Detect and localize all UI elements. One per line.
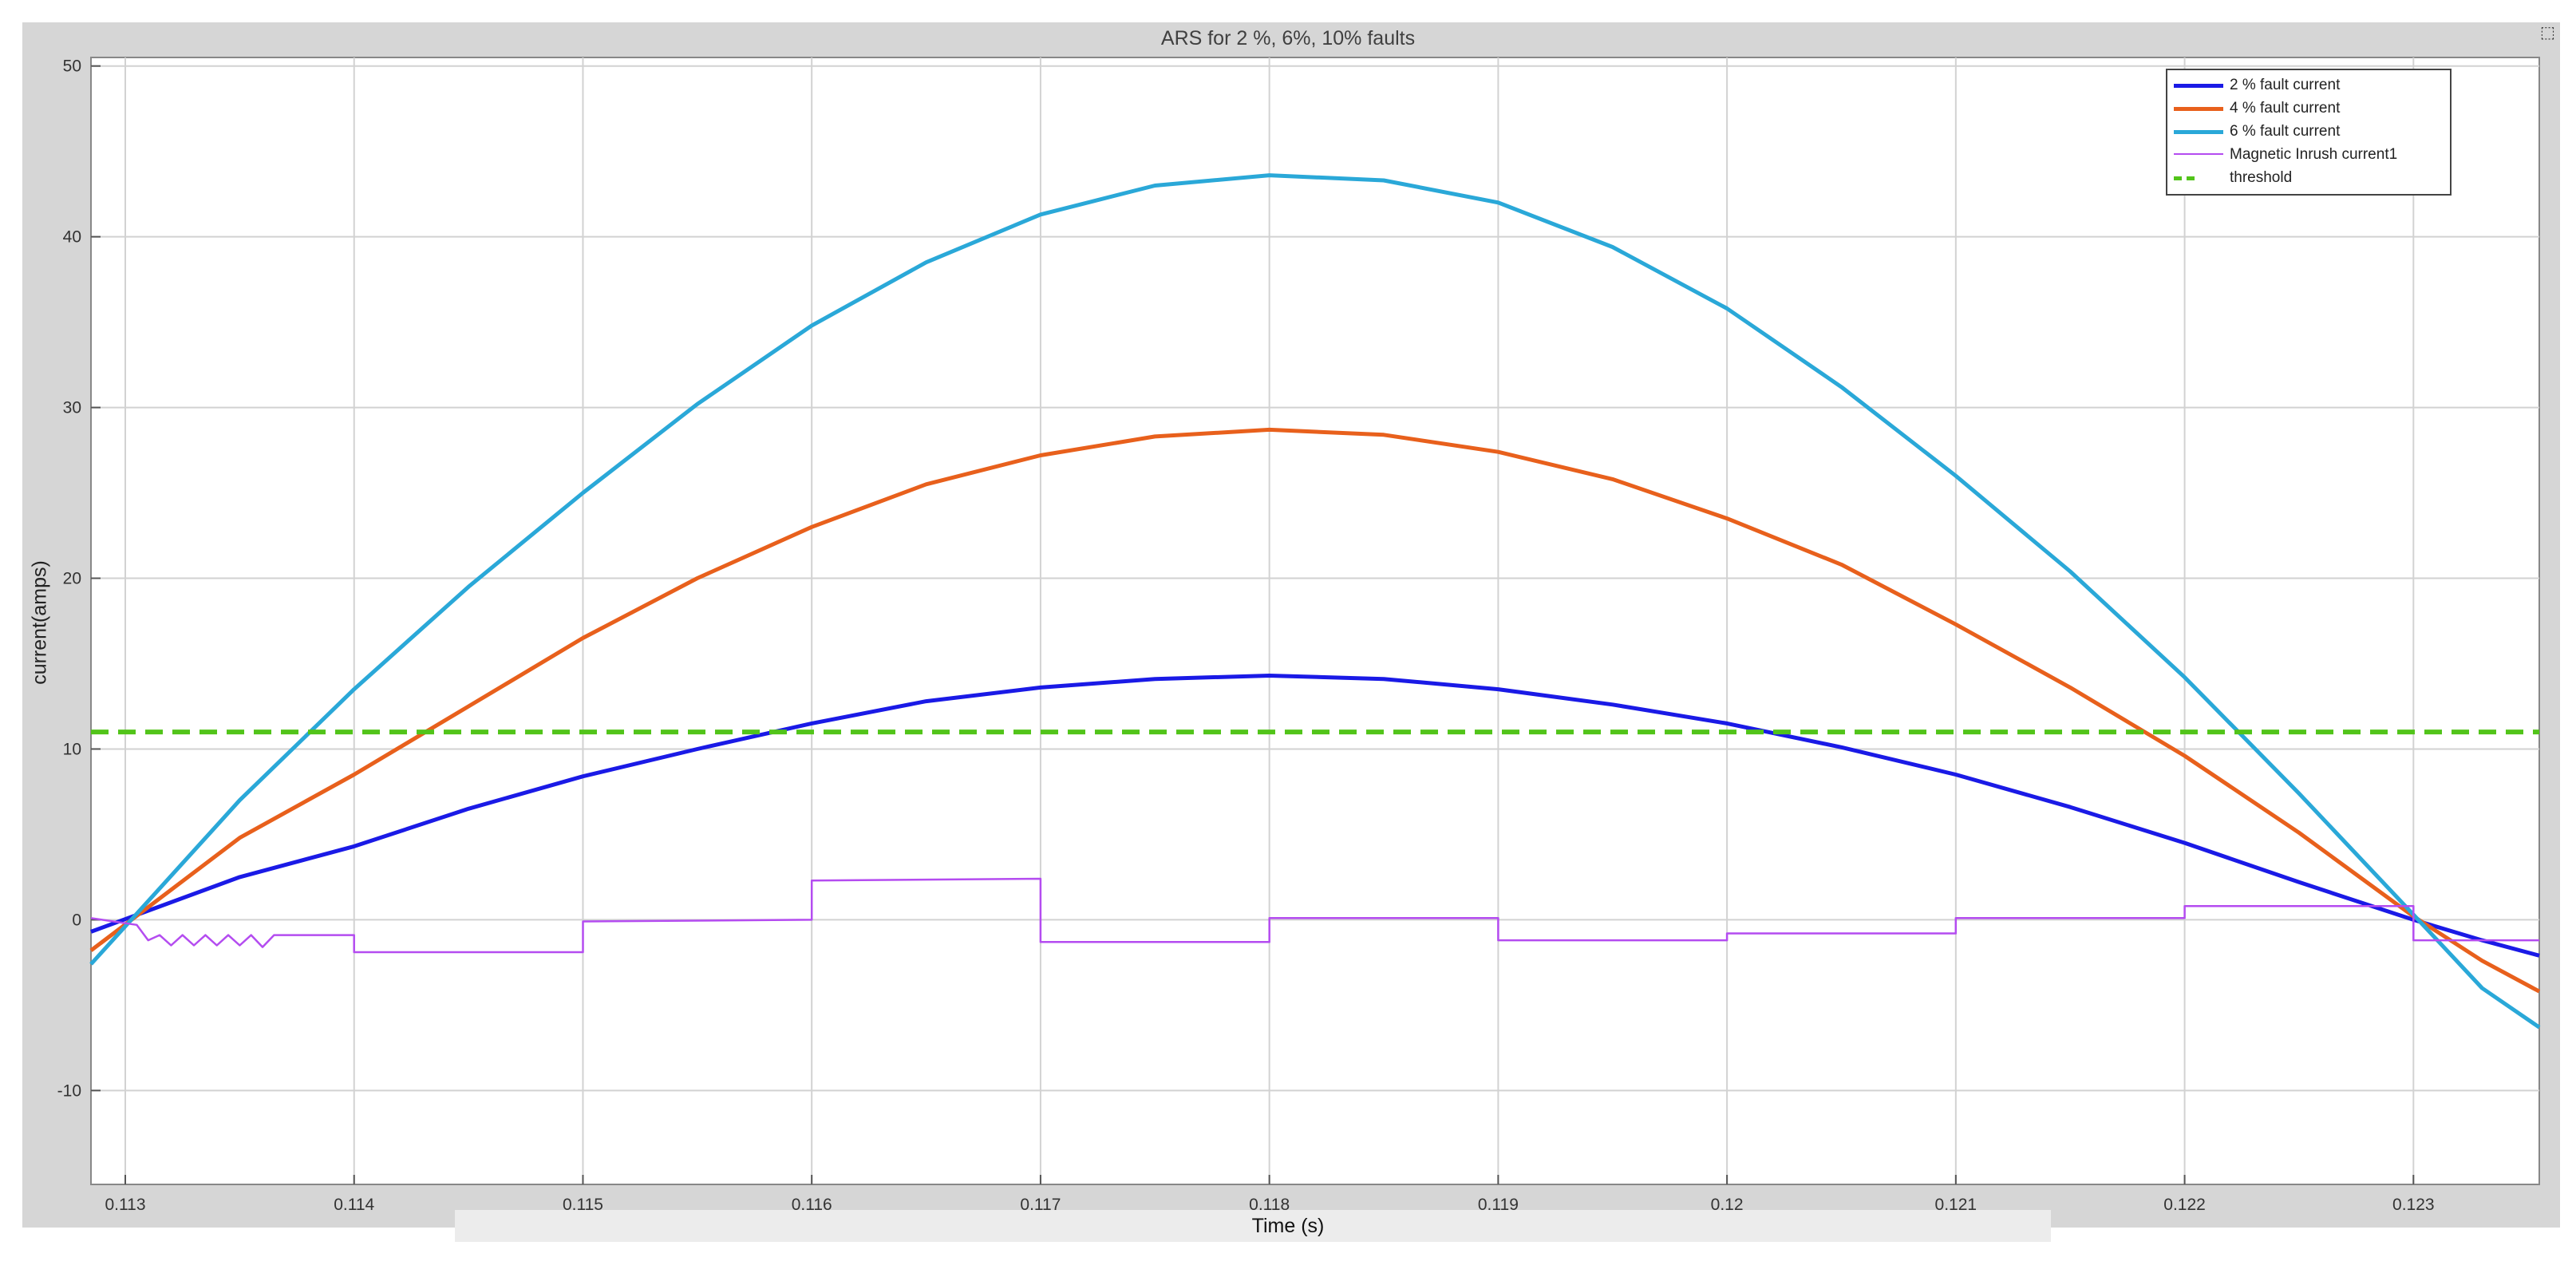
legend[interactable]: 2 % fault current 4 % fault current 6 % fa… bbox=[2166, 69, 2452, 196]
y-tick-label: 10 bbox=[63, 740, 81, 758]
dock-icon[interactable]: ⬚ bbox=[2540, 24, 2555, 42]
x-tick-label: 0.123 bbox=[2392, 1196, 2435, 1214]
y-tick-label: 40 bbox=[63, 228, 81, 247]
legend-swatch bbox=[2167, 166, 2230, 189]
x-tick-label: 0.122 bbox=[2163, 1196, 2206, 1214]
legend-swatch bbox=[2167, 97, 2230, 120]
x-tick-label: 0.116 bbox=[792, 1196, 832, 1214]
x-axis-label-band bbox=[455, 1210, 2051, 1242]
x-tick-label: 0.121 bbox=[1935, 1196, 1977, 1214]
legend-label: threshold bbox=[2230, 168, 2293, 186]
series-line-4-fault-current bbox=[89, 427, 2541, 994]
legend-item[interactable]: 6 % fault current bbox=[2167, 120, 2450, 143]
axes-background bbox=[90, 57, 2540, 1185]
legend-swatch bbox=[2167, 120, 2230, 143]
legend-item[interactable]: 2 % fault current bbox=[2167, 73, 2450, 97]
chart-title: ARS for 2 %, 6%, 10% faults bbox=[1160, 27, 1416, 49]
series-line-6-fault-current bbox=[89, 173, 2541, 1030]
x-tick-label: 0.115 bbox=[563, 1196, 603, 1214]
legend-label: 4 % fault current bbox=[2230, 99, 2341, 117]
x-tick-label: 0.113 bbox=[105, 1196, 146, 1214]
legend-swatch bbox=[2167, 143, 2230, 166]
y-tick-label: 50 bbox=[63, 57, 81, 76]
series-lines bbox=[89, 173, 2541, 1030]
series-line-magnetic-inrush-current1 bbox=[90, 877, 2539, 954]
legend-label: Magnetic Inrush current1 bbox=[2230, 145, 2398, 163]
series-line-2-fault-current bbox=[90, 674, 2540, 958]
legend-label: 2 % fault current bbox=[2230, 76, 2341, 93]
y-tick-label: 0 bbox=[72, 911, 81, 929]
tick-labels: 0.113 0.114 0.115 0.116 0.117 0.118 0.119 0.12 0… bbox=[57, 57, 2435, 1214]
y-tick-label: 20 bbox=[63, 570, 81, 588]
x-tick-label: 0.117 bbox=[1020, 1196, 1061, 1214]
legend-item[interactable]: threshold bbox=[2167, 166, 2450, 189]
x-axis-label: Time (s) bbox=[1251, 1215, 1325, 1237]
y-axis-label: current(amps) bbox=[28, 560, 51, 685]
grid bbox=[91, 57, 2539, 1184]
legend-swatch bbox=[2167, 73, 2230, 97]
legend-label: 6 % fault current bbox=[2230, 122, 2341, 140]
legend-item[interactable]: 4 % fault current bbox=[2167, 97, 2450, 120]
x-tick-label: 0.118 bbox=[1249, 1196, 1290, 1214]
y-tick-label: -10 bbox=[57, 1081, 81, 1100]
x-tick-label: 0.119 bbox=[1478, 1196, 1519, 1214]
y-tick-label: 30 bbox=[63, 399, 81, 417]
legend-item[interactable]: Magnetic Inrush current1 bbox=[2167, 143, 2450, 166]
x-tick-label: 0.12 bbox=[1711, 1196, 1744, 1214]
x-tick-label: 0.114 bbox=[334, 1196, 374, 1214]
